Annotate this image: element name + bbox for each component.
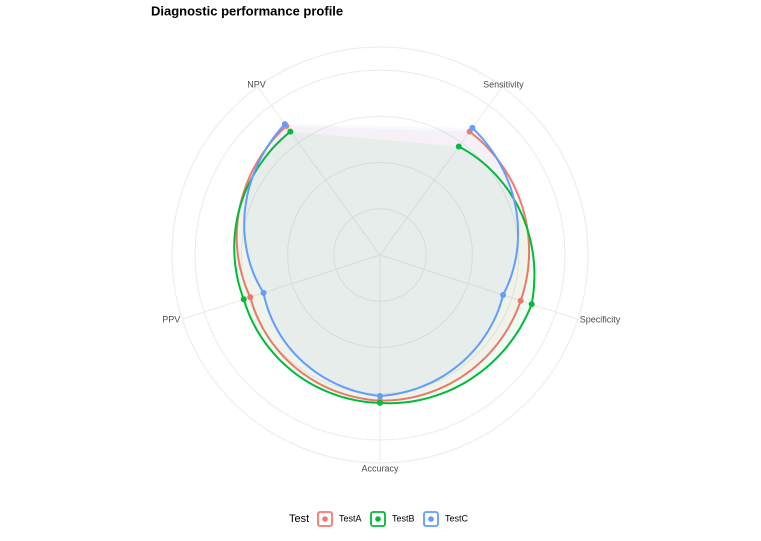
legend-label: TestB (392, 513, 415, 523)
axis-label: PPV (162, 314, 180, 324)
spoke (257, 86, 381, 256)
point (528, 301, 535, 308)
chart-title: Diagnostic performance profile (151, 3, 343, 18)
spoke (182, 254, 381, 320)
legend-dot (322, 516, 328, 522)
point (455, 143, 462, 150)
point (240, 296, 247, 303)
point (287, 128, 294, 135)
point (281, 121, 288, 128)
point (500, 291, 507, 298)
point (247, 294, 254, 301)
axis-label: Sensitivity (483, 79, 524, 89)
legend-title: Test (289, 513, 309, 525)
point (377, 392, 383, 399)
point (377, 399, 383, 406)
legend-dot (375, 516, 381, 522)
point (469, 124, 476, 131)
legend-label: TestC (445, 513, 469, 523)
legend-label: TestA (339, 513, 362, 523)
point (260, 289, 267, 296)
axis-label: NPV (247, 79, 266, 89)
legend-dot (428, 516, 434, 522)
point (517, 297, 524, 304)
spoke (379, 254, 578, 320)
axis-label: Accuracy (361, 463, 399, 473)
axis-label: Specificity (580, 314, 621, 324)
spoke (379, 86, 503, 256)
